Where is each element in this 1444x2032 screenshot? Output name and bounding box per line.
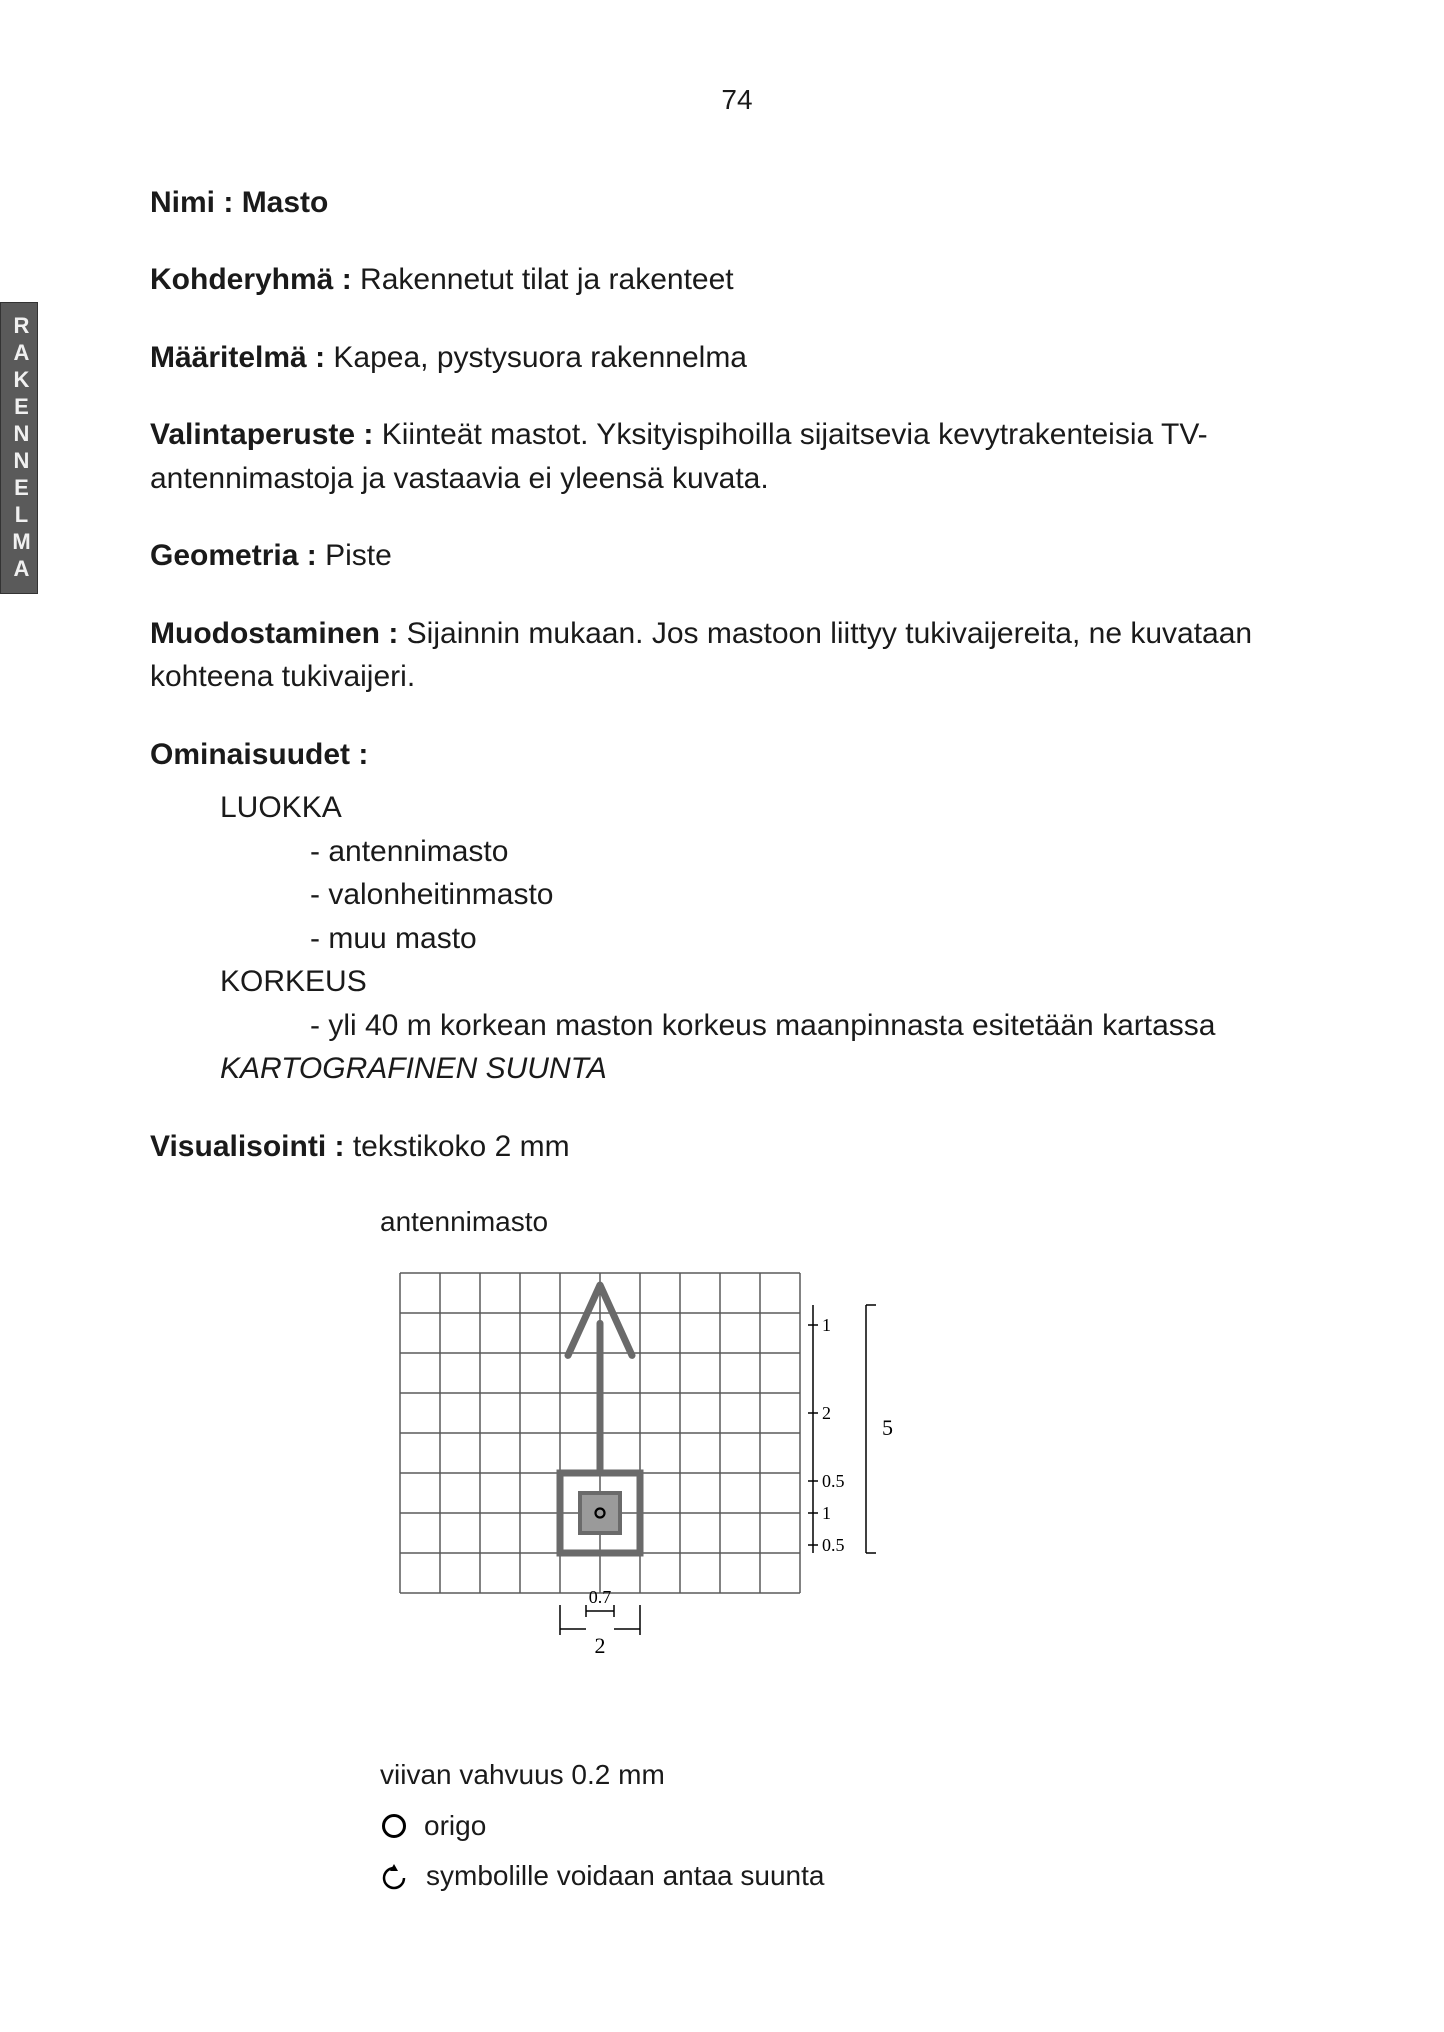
- svg-text:2: 2: [595, 1633, 606, 1658]
- kohderyhma-label: Kohderyhmä :: [150, 263, 352, 296]
- svg-text:1: 1: [822, 1503, 831, 1523]
- field-geometria: Geometria : Piste: [150, 534, 1324, 578]
- field-visualisointi: Visualisointi : tekstikoko 2 mm: [150, 1125, 1324, 1169]
- legend-origo: origo: [380, 1806, 1324, 1847]
- svg-text:0.5: 0.5: [822, 1471, 845, 1491]
- korkeus-text: - yli 40 m korkean maston korkeus maanpi…: [310, 1004, 1324, 1048]
- luokka-item: - valonheitinmasto: [310, 873, 1324, 917]
- svg-text:5: 5: [882, 1415, 893, 1440]
- kartografinen-suunta: KARTOGRAFINEN SUUNTA: [220, 1047, 1324, 1091]
- field-ominaisuudet: Ominaisuudet :: [150, 733, 1324, 777]
- direction-icon: [380, 1863, 408, 1891]
- visualisointi-value: tekstikoko 2 mm: [353, 1130, 570, 1163]
- document-page: 74 RAKENNELMA Nimi : Masto Kohderyhmä : …: [0, 0, 1444, 2032]
- field-nimi: Nimi : Masto: [150, 181, 1324, 225]
- geometria-value: Piste: [325, 539, 392, 572]
- svg-text:0.7: 0.7: [589, 1587, 612, 1607]
- luokka-label: LUOKKA: [220, 786, 1324, 830]
- field-muodostaminen: Muodostaminen : Sijainnin mukaan. Jos ma…: [150, 612, 1324, 699]
- field-maaritelma: Määritelmä : Kapea, pystysuora rakennelm…: [150, 336, 1324, 380]
- symbol-diagram: 1 2 0.5 1 0.5 5 0.7 2: [380, 1253, 940, 1723]
- field-kohderyhma: Kohderyhmä : Rakennetut tilat ja rakente…: [150, 258, 1324, 302]
- nimi-value-text: Masto: [242, 186, 329, 219]
- geometria-label: Geometria :: [150, 539, 317, 572]
- legend-suunta: symbolille voidaan antaa suunta: [380, 1856, 1324, 1897]
- luokka-item: - antennimasto: [310, 830, 1324, 874]
- maaritelma-value: Kapea, pystysuora rakennelma: [333, 341, 747, 374]
- nimi-label: Nimi :: [150, 186, 233, 219]
- muodostaminen-label: Muodostaminen :: [150, 617, 398, 650]
- page-number: 74: [150, 80, 1324, 121]
- field-valintaperuste: Valintaperuste : Kiinteät mastot. Yksity…: [150, 413, 1324, 500]
- viivan-vahvuus: viivan vahvuus 0.2 mm: [380, 1755, 1324, 1796]
- maaritelma-label: Määritelmä :: [150, 341, 325, 374]
- vis-title: antennimasto: [380, 1202, 1324, 1243]
- kohderyhma-value: Rakennetut tilat ja rakenteet: [360, 263, 734, 296]
- origo-label: origo: [424, 1806, 486, 1847]
- visualization-block: antennimasto 1 2 0.5 1 0.5 5 0.7 2 viivan vahvu…: [380, 1202, 1324, 1897]
- luokka-item: - muu masto: [310, 917, 1324, 961]
- visualisointi-label: Visualisointi :: [150, 1130, 345, 1163]
- svg-text:0.5: 0.5: [822, 1535, 845, 1555]
- side-tab-rakennelma: RAKENNELMA: [0, 302, 38, 594]
- svg-text:2: 2: [822, 1403, 831, 1423]
- suunta-label: symbolille voidaan antaa suunta: [426, 1856, 824, 1897]
- origo-icon: [382, 1814, 406, 1838]
- valintaperuste-label: Valintaperuste :: [150, 418, 373, 451]
- korkeus-label: KORKEUS: [220, 960, 1324, 1004]
- svg-text:1: 1: [822, 1315, 831, 1335]
- legend: viivan vahvuus 0.2 mm origo symbolille v…: [380, 1755, 1324, 1897]
- ominaisuudet-label: Ominaisuudet :: [150, 738, 368, 771]
